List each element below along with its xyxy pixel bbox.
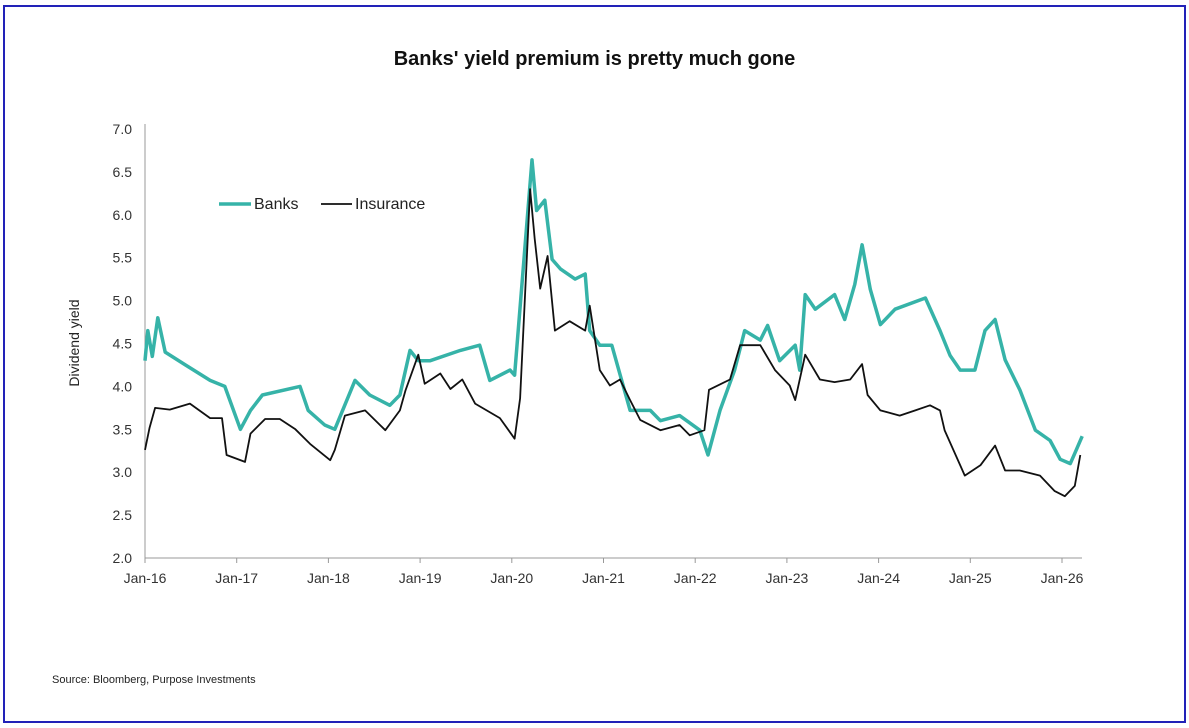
y-tick-label: 7.0	[113, 121, 133, 137]
series-line-banks	[143, 158, 1084, 466]
series-line-insurance	[144, 188, 1082, 498]
legend-label-banks: Banks	[254, 196, 298, 213]
x-tick-label: Jan-21	[582, 570, 625, 586]
y-tick-label: 4.0	[113, 378, 133, 394]
y-axis-label: Dividend yield	[66, 299, 82, 386]
y-tick-label: 5.0	[113, 293, 133, 309]
y-tick-label: 3.5	[113, 421, 133, 437]
y-tick-label: 2.5	[113, 507, 133, 523]
y-tick-label: 4.5	[113, 336, 133, 352]
x-tick-label: Jan-20	[490, 570, 533, 586]
y-tick-label: 6.0	[113, 207, 133, 223]
x-tick-label: Jan-25	[949, 570, 992, 586]
legend-label-insurance: Insurance	[355, 196, 425, 213]
x-tick-label: Jan-22	[674, 570, 717, 586]
y-tick-label: 3.0	[113, 464, 133, 480]
x-tick-label: Jan-16	[124, 570, 167, 586]
source-note: Source: Bloomberg, Purpose Investments	[52, 674, 256, 686]
y-tick-label: 6.5	[113, 164, 133, 180]
y-tick-label: 2.0	[113, 550, 133, 566]
chart-frame	[3, 5, 1186, 723]
x-tick-label: Jan-19	[399, 570, 442, 586]
chart-title: Banks' yield premium is pretty much gone	[393, 48, 796, 70]
x-tick-label: Jan-18	[307, 570, 350, 586]
x-tick-label: Jan-23	[765, 570, 808, 586]
y-tick-label: 5.5	[113, 250, 133, 266]
x-tick-label: Jan-24	[857, 570, 900, 586]
x-tick-label: Jan-17	[215, 570, 258, 586]
x-tick-label: Jan-26	[1041, 570, 1084, 586]
